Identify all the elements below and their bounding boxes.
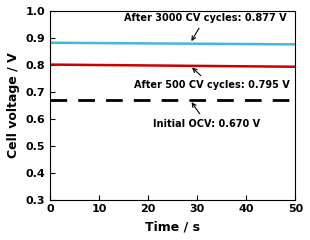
- X-axis label: Time / s: Time / s: [145, 220, 200, 233]
- Y-axis label: Cell voltage / V: Cell voltage / V: [7, 52, 20, 158]
- Text: After 3000 CV cycles: 0.877 V: After 3000 CV cycles: 0.877 V: [124, 13, 286, 40]
- Text: Initial OCV: 0.670 V: Initial OCV: 0.670 V: [153, 103, 260, 129]
- Text: After 500 CV cycles: 0.795 V: After 500 CV cycles: 0.795 V: [134, 68, 289, 90]
